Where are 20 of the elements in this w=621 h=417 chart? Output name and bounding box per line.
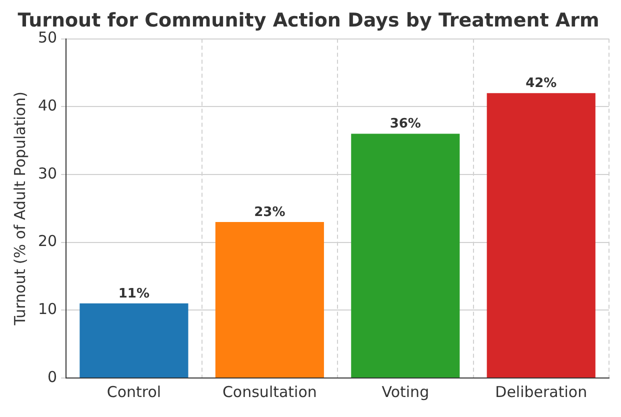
y-tick-label: 10 [38, 300, 58, 318]
data-label: 11% [118, 286, 150, 302]
data-label: 42% [526, 76, 557, 91]
x-tick-label: Voting [382, 382, 430, 401]
y-axis-title: Turnout (% of Adult Population) [10, 92, 29, 326]
data-label: 23% [254, 204, 286, 220]
bar [351, 134, 460, 378]
data-label: 36% [390, 116, 421, 132]
y-tick-label: 40 [38, 96, 58, 115]
x-tick-label: Control [106, 382, 162, 401]
bar [486, 93, 596, 378]
x-tick-label: Consultation [222, 382, 317, 401]
bar [215, 222, 324, 378]
y-tick-label: 20 [38, 232, 58, 250]
chart-title: Turnout for Community Action Days by Treatment Arm [18, 9, 600, 32]
x-tick-label: Deliberation [495, 382, 588, 401]
y-tick-label: 0 [48, 368, 58, 386]
y-tick-label: 30 [38, 164, 58, 182]
bar [80, 303, 188, 378]
y-tick-label: 50 [38, 28, 58, 47]
